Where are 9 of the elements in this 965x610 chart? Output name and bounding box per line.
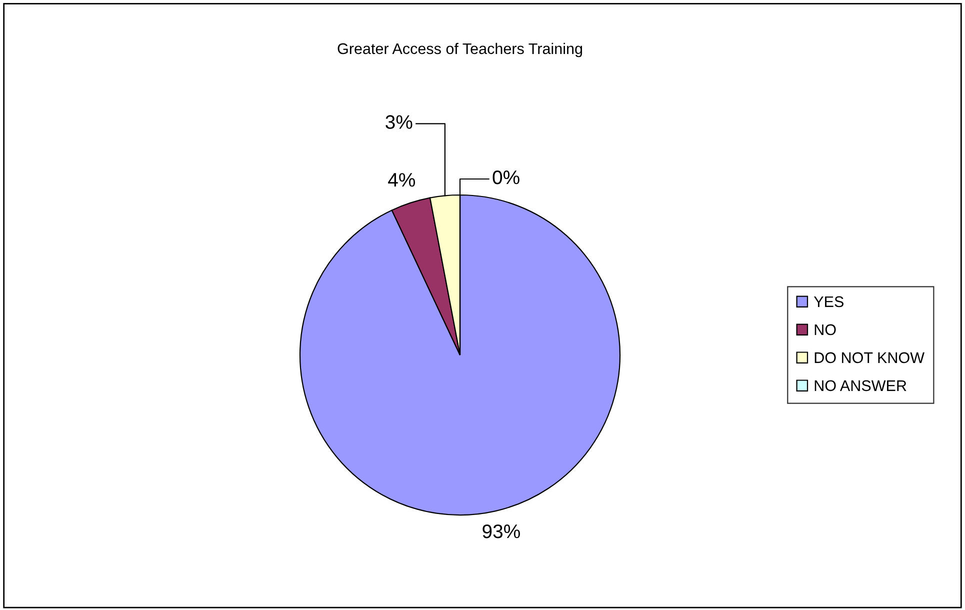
legend-label: NO ANSWER xyxy=(814,380,906,392)
legend-label: DO NOT KNOW xyxy=(814,352,924,364)
data-label: 3% xyxy=(386,115,412,129)
chart-title: Greater Access of Teachers Training xyxy=(338,42,582,58)
legend-label: NO xyxy=(814,324,836,336)
text: 0% xyxy=(492,170,520,184)
data-label: 93% xyxy=(482,524,520,538)
data-label: 4% xyxy=(388,173,416,187)
legend-label: YES xyxy=(814,296,844,308)
